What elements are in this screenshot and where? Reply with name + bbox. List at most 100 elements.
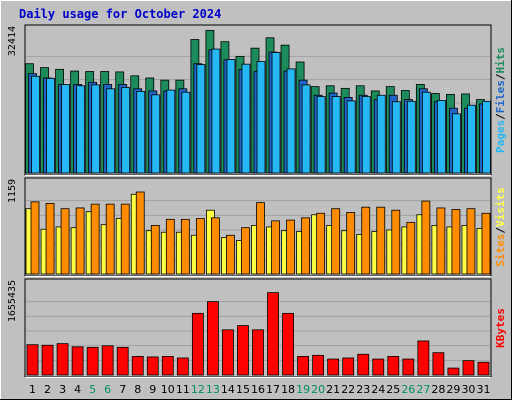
bar-pages-day-14 <box>226 59 236 174</box>
x-tick-7: 7 <box>119 383 126 396</box>
bar-kbytes-day-10 <box>161 355 174 376</box>
bar-kbytes-day-23 <box>357 353 370 376</box>
bar-kbytes-day-21 <box>327 358 340 376</box>
x-tick-13: 13 <box>206 383 220 396</box>
bar-pages-day-4 <box>76 85 86 174</box>
bar-pages-day-3 <box>61 84 70 174</box>
x-tick-21: 21 <box>326 383 340 396</box>
x-tick-26: 26 <box>401 383 415 396</box>
x-tick-6: 6 <box>104 383 111 396</box>
legend-separator: / <box>494 227 507 234</box>
x-tick-16: 16 <box>251 383 265 396</box>
panel-max-label: 1159 <box>7 179 18 203</box>
bar-kbytes-day-9 <box>146 356 159 376</box>
bar-pages-day-23 <box>361 96 371 174</box>
bar-sites-day-5 <box>90 203 100 275</box>
bar-sites-day-8 <box>135 191 145 275</box>
legend-pages: Pages <box>494 120 507 153</box>
x-tick-24: 24 <box>371 383 385 396</box>
x-tick-18: 18 <box>281 383 295 396</box>
bar-pages-day-13 <box>211 48 221 174</box>
bar-sites-day-12 <box>195 218 205 275</box>
x-tick-15: 15 <box>236 383 250 396</box>
x-tick-20: 20 <box>311 383 325 396</box>
bar-kbytes-day-5 <box>86 346 99 376</box>
x-tick-12: 12 <box>191 383 205 396</box>
legend-files: Files <box>494 80 507 113</box>
bar-pages-day-2 <box>46 78 55 174</box>
bar-sites-day-7 <box>120 203 130 275</box>
x-tick-29: 29 <box>446 383 460 396</box>
bar-sites-day-10 <box>165 218 175 275</box>
panels: 32414Pages/Files/Hits1159Sites/Visits165… <box>7 24 507 378</box>
x-tick-2: 2 <box>44 383 51 396</box>
bar-kbytes-day-2 <box>41 344 54 376</box>
bar-kbytes-day-29 <box>447 367 460 376</box>
bar-pages-day-29 <box>452 113 461 174</box>
bar-sites-day-13 <box>211 217 220 275</box>
x-tick-14: 14 <box>221 383 235 396</box>
bar-kbytes-day-22 <box>342 357 355 376</box>
x-tick-10: 10 <box>161 383 175 396</box>
bar-pages-day-21 <box>331 96 341 174</box>
bar-pages-day-31 <box>482 100 491 174</box>
bar-sites-day-24 <box>376 206 386 275</box>
x-tick-30: 30 <box>461 383 475 396</box>
bar-pages-day-5 <box>91 84 101 174</box>
panel-kbytes: 1655435 KBytes <box>7 278 507 378</box>
bar-sites-day-16 <box>256 202 265 275</box>
bar-kbytes-day-7 <box>116 346 129 376</box>
bar-kbytes-day-6 <box>101 345 114 376</box>
x-tick-23: 23 <box>356 383 370 396</box>
bar-pages-day-27 <box>421 91 431 174</box>
bar-pages-day-28 <box>436 100 446 174</box>
bar-pages-day-26 <box>406 100 416 174</box>
bar-sites-day-30 <box>466 208 476 275</box>
bar-pages-day-8 <box>136 90 146 174</box>
bar-kbytes-day-13 <box>207 301 219 376</box>
bar-kbytes-day-8 <box>131 355 144 376</box>
panel-visits-sites: 1159 Sites/Visits <box>7 177 507 277</box>
legend-separator: / <box>494 73 507 80</box>
bar-sites-day-1 <box>30 201 40 275</box>
bar-kbytes-day-14 <box>222 329 234 376</box>
bar-sites-day-15 <box>241 227 250 275</box>
bar-kbytes-day-31 <box>477 361 490 376</box>
chart-title: Daily usage for October 2024 <box>19 7 221 21</box>
bar-kbytes-day-20 <box>312 354 325 376</box>
bar-sites-day-21 <box>331 208 341 275</box>
x-tick-22: 22 <box>341 383 355 396</box>
bar-sites-day-26 <box>406 221 416 275</box>
bar-sites-day-29 <box>451 209 461 275</box>
bar-pages-day-30 <box>467 104 476 174</box>
bar-kbytes-day-30 <box>462 360 475 376</box>
bar-kbytes-day-3 <box>56 343 69 376</box>
bar-pages-day-17 <box>271 52 281 174</box>
bar-sites-day-19 <box>301 217 310 275</box>
bar-kbytes-day-28 <box>432 352 445 376</box>
bar-pages-day-16 <box>256 61 266 174</box>
bar-pages-day-15 <box>241 63 251 174</box>
x-tick-17: 17 <box>266 383 280 396</box>
bar-pages-day-9 <box>151 94 161 174</box>
bar-kbytes-day-27 <box>417 340 430 376</box>
panel-legend: KBytes <box>494 308 507 348</box>
panel-legend: Pages/Files/Hits <box>494 47 507 153</box>
bar-pages-day-22 <box>346 100 356 174</box>
legend-visits: Visits <box>494 187 507 227</box>
x-tick-8: 8 <box>134 383 141 396</box>
bar-kbytes-day-26 <box>402 358 415 376</box>
bar-sites-day-20 <box>316 212 326 275</box>
x-tick-5: 5 <box>89 383 96 396</box>
bar-pages-day-19 <box>301 84 311 174</box>
bar-pages-day-1 <box>31 75 40 174</box>
x-tick-1: 1 <box>29 383 36 396</box>
x-tick-11: 11 <box>176 383 190 396</box>
bar-pages-day-6 <box>106 88 116 174</box>
bar-sites-day-17 <box>271 220 280 275</box>
bar-pages-day-18 <box>286 68 296 174</box>
legend-hits: Hits <box>494 47 507 74</box>
bar-sites-day-6 <box>105 203 115 275</box>
x-axis-ticks: 1 2 3 4 5 6 7 8 9 10 11 12 13 14 15 16 17 18 19 20 21 22 23 24 2… <box>29 383 490 396</box>
